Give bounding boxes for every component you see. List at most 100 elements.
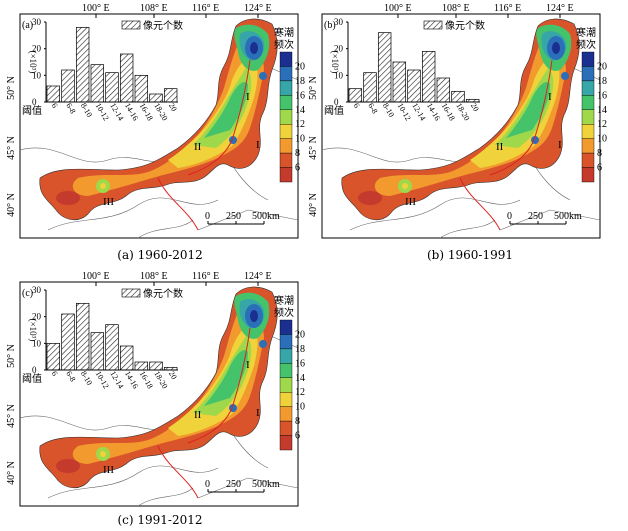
map-panel-b: I II III I 100° E 108° E 116° E 124° E 50° N 45° … — [308, 0, 620, 239]
hotspot-small — [561, 72, 569, 80]
hist-category-label: 20 — [469, 102, 481, 113]
colorbar-swatch — [581, 109, 595, 125]
colorbar-label: 8 — [295, 416, 300, 427]
hist-y-tick-label: 0 — [32, 97, 37, 107]
boundary-lines — [19, 59, 299, 239]
lon-tick-label: 108° E — [140, 3, 168, 14]
hist-bar — [90, 332, 105, 371]
colorbar-label: 12 — [295, 387, 305, 398]
hist-y-tick-label: 0 — [32, 365, 37, 375]
hist-y-tick-label: 10 — [32, 70, 42, 80]
hotspot-small — [259, 72, 267, 80]
colorbar-label: 18 — [295, 76, 305, 87]
hist-bar — [363, 72, 377, 103]
hist-bar — [75, 302, 90, 371]
threshold-label: 阈值 — [22, 104, 42, 117]
region-label-II: II — [496, 141, 504, 153]
lon-tick-label: 108° E — [140, 271, 168, 282]
hist-y-tick-label: 20 — [334, 44, 344, 54]
colorbar-swatch — [279, 152, 293, 168]
zone-boundaries — [459, 59, 553, 231]
hist-legend-swatch — [121, 288, 141, 298]
colorbar-title-1: 寒潮 — [274, 294, 294, 307]
hist-legend-label: 像元个数 — [143, 19, 183, 32]
hist-bar — [392, 61, 407, 103]
west-red — [56, 191, 80, 205]
hist-legend-swatch — [423, 20, 443, 30]
hist-bar — [436, 77, 451, 103]
hist-category-label: 6 — [352, 102, 362, 110]
colorbar-swatch — [581, 80, 595, 96]
caption-b: (b) 1960-1991 — [427, 248, 513, 262]
lat-tick-label: 40° N — [6, 193, 17, 217]
colorbar-swatch — [279, 363, 293, 378]
hotspot-small — [259, 340, 267, 348]
colorbar-label: 16 — [295, 90, 305, 101]
panel-letter: (a) — [22, 20, 33, 31]
hist-y-label: (×10³) — [28, 51, 38, 74]
hist-bar — [163, 366, 178, 371]
colorbar-swatch — [279, 80, 293, 96]
hist-bar — [75, 26, 90, 103]
lon-tick-label: 100° E — [82, 3, 110, 14]
scale-zero: 0 — [205, 211, 210, 222]
hist-y-tick-label: 30 — [32, 17, 42, 27]
region-orange — [374, 43, 566, 197]
scale-end: 500km — [252, 211, 280, 222]
colorbar-label: 14 — [597, 105, 607, 116]
colorbar-label: 6 — [597, 163, 602, 174]
colorbar-label: 10 — [295, 134, 305, 145]
colorbar-swatch — [279, 124, 293, 139]
region-label-II: II — [194, 141, 202, 153]
hist-bar — [149, 361, 163, 371]
colorbar-label: 6 — [295, 163, 300, 174]
hist-bar — [377, 32, 392, 103]
colorbar-title-2: 频次 — [274, 38, 294, 51]
hist-category-label: 6 — [50, 102, 60, 110]
region-green — [204, 81, 248, 138]
colorbar-title-1: 寒潮 — [274, 26, 294, 39]
lon-tick-label: 100° E — [82, 271, 110, 282]
region-label-I-east: I — [558, 139, 562, 151]
hist-bar — [119, 53, 134, 103]
threshold-label: 阈值 — [324, 104, 344, 117]
colorbar-swatch — [279, 406, 293, 422]
map-panel-a: I II III I 100° E 108° E 116° E 124° E 50° N 45° … — [6, 0, 318, 239]
hist-bar — [421, 50, 436, 103]
scale-mid: 250 — [528, 211, 543, 222]
lat-tick-label: 50° N — [6, 76, 17, 100]
lat-tick-label: 45° N — [6, 404, 17, 428]
colorbar-label: 20 — [597, 61, 607, 72]
threshold-label: 阈值 — [22, 372, 42, 385]
region-label-III: III — [103, 464, 114, 476]
lat-tick-label: 45° N — [6, 136, 17, 160]
lon-tick-label: 108° E — [442, 3, 470, 14]
hist-category-label: 6 — [50, 370, 60, 378]
hist-bar — [451, 90, 465, 103]
caption-c: (c) 1991-2012 — [117, 513, 203, 527]
region-label-I-east: I — [256, 407, 260, 419]
region-base — [341, 18, 580, 221]
hist-bar — [134, 361, 149, 371]
west-red — [358, 191, 382, 205]
lat-tick-label: 45° N — [308, 136, 319, 160]
hist-bar — [163, 88, 178, 103]
hist-bar — [407, 69, 421, 103]
map-panel-c: I II III I 100° E 108° E 116° E 124° E 50° N 45° … — [6, 268, 318, 507]
region-label-I-east: I — [256, 139, 260, 151]
colorbar-title-2: 频次 — [576, 38, 596, 51]
west-yellow — [402, 183, 408, 189]
colorbar-label: 18 — [597, 76, 607, 87]
colorbar-title-2: 频次 — [274, 306, 294, 319]
hist-bar — [46, 85, 61, 103]
hist-category-label: 20 — [167, 370, 179, 381]
hist-bar — [105, 324, 119, 371]
colorbar-swatch — [279, 95, 293, 110]
region-label-I-north: I — [548, 91, 552, 103]
hist-y-label: (×10³) — [330, 51, 340, 74]
heat-region — [341, 18, 580, 221]
colorbar-swatch — [581, 167, 595, 183]
hist-bar — [465, 98, 480, 103]
colorbar-label: 10 — [597, 134, 607, 145]
colorbar-swatch — [279, 420, 293, 436]
